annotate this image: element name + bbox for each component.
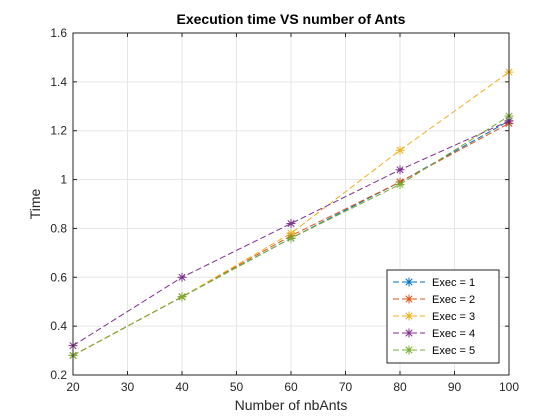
ticks: 20 30 40 50 60 70 80 90 100 0.2 0.4 0.6 0.8 1 1.2 1.4 1.… [50, 26, 519, 394]
x-tick-label: 80 [393, 380, 407, 394]
x-axis-label: Number of nbAnts [235, 397, 348, 413]
legend: Exec = 1 Exec = 2 Exec = 3 Exec = 4 Exec = 5 [386, 269, 500, 364]
y-tick-label: 0.2 [50, 368, 67, 382]
legend-item: Exec = 2 [393, 294, 475, 306]
legend-label: Exec = 2 [432, 294, 475, 306]
legend-label: Exec = 5 [432, 345, 475, 357]
x-tick-label: 60 [284, 380, 298, 394]
y-tick-label: 1.6 [50, 26, 67, 40]
x-tick-label: 50 [230, 380, 244, 394]
legend-item: Exec = 3 [393, 311, 475, 323]
y-tick-label: 1 [60, 173, 67, 187]
legend-marker [404, 345, 414, 355]
y-tick-label: 0.4 [50, 319, 67, 333]
data-point-series-4 [177, 272, 187, 282]
legend-marker [404, 277, 414, 287]
legend-label: Exec = 3 [432, 311, 475, 323]
legend-marker [404, 311, 414, 321]
x-tick-label: 100 [499, 380, 519, 394]
data-point-series-4 [395, 165, 405, 175]
legend-label: Exec = 4 [432, 328, 475, 340]
legend-item: Exec = 4 [393, 328, 475, 340]
data-point-series-3 [395, 145, 405, 155]
data-point-series-4 [286, 219, 296, 229]
legend-label: Exec = 1 [432, 277, 475, 289]
x-tick-label: 90 [448, 380, 462, 394]
x-tick-label: 20 [66, 380, 80, 394]
legend-marker [404, 328, 414, 338]
y-tick-label: 1.2 [50, 124, 67, 138]
y-tick-label: 0.8 [50, 221, 67, 235]
y-tick-label: 0.6 [50, 270, 67, 284]
data-point-series-5 [395, 179, 405, 189]
legend-item: Exec = 1 [393, 277, 475, 289]
x-tick-label: 40 [175, 380, 189, 394]
y-tick-label: 1.4 [50, 75, 67, 89]
y-axis-label: Time [27, 188, 43, 219]
x-tick-label: 70 [339, 380, 353, 394]
data-point-series-5 [286, 233, 296, 243]
legend-marker [404, 294, 414, 304]
series-line-4 [72, 120, 510, 347]
data-point-series-5 [177, 292, 187, 302]
x-tick-label: 30 [121, 380, 135, 394]
legend-item: Exec = 5 [393, 345, 475, 357]
chart-title: Execution time VS number of Ants [177, 11, 406, 27]
